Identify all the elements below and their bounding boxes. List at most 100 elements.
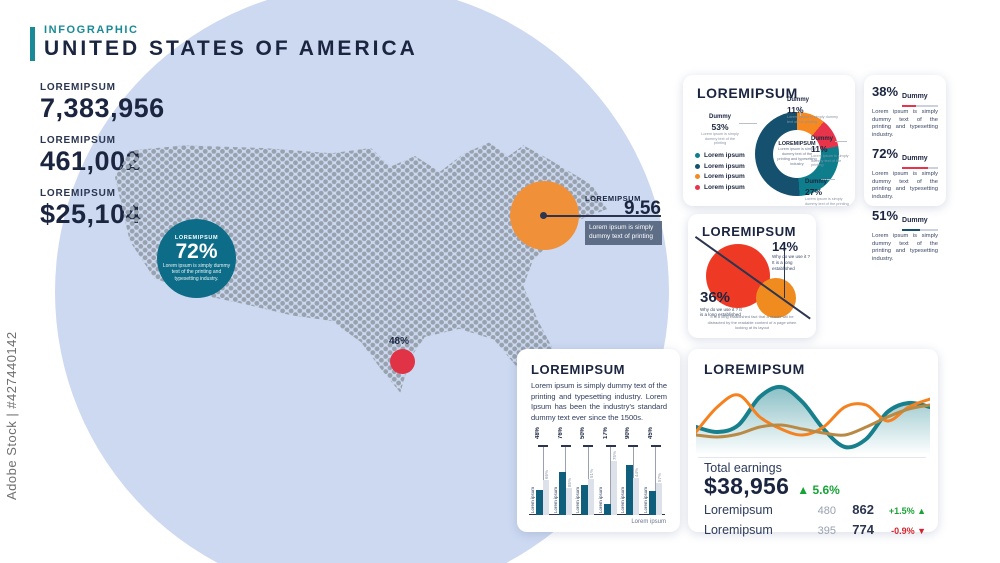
legend-item: Lorem ipsum [695, 152, 745, 159]
callout-desc: Lorem ipsum is simply dummy text of the … [787, 114, 839, 124]
stem-cap [628, 445, 638, 447]
callout-name: Dummy [805, 179, 828, 185]
donut-callout-27: Dummy 27% Lorem ipsum is simply dummy te… [805, 170, 851, 206]
progress-item: 51% Dummy Lorem ipsum is simply dummy te… [872, 208, 938, 263]
callout-value: 36% [700, 289, 731, 306]
bar-group: 90% 44% Lorem ipsum [620, 427, 643, 515]
wave-line-orange [694, 393, 932, 437]
progress-desc: Lorem ipsum is simply dummy text of the … [872, 233, 938, 262]
donut-chart: LOREMIPSUM Lorem ipsum is simply dummy t… [755, 112, 839, 196]
bar-x-label: Lorem ipsum [597, 486, 603, 513]
row-current-value: 862 [852, 502, 874, 517]
bar-top-label: 90% [625, 427, 631, 440]
bar-x-label: Lorem ipsum [575, 486, 580, 513]
card-title: LOREMIPSUM [531, 362, 626, 377]
card-footnote: It is a long established fact that a rea… [707, 314, 797, 331]
wave-line-teal [694, 384, 932, 450]
stat-label: LOREMIPSUM [40, 188, 116, 199]
progress-desc: Lorem ipsum is simply dummy text of the … [872, 109, 938, 138]
progress-stats-card: 38% Dummy Lorem ipsum is simply dummy te… [864, 75, 946, 262]
bar-secondary [610, 461, 617, 515]
progress-fill [902, 104, 916, 107]
bar-top-label: 17% [602, 427, 609, 440]
callout-desc-box: Lorem ipsum is simply dummy text of prin… [585, 221, 662, 245]
callout-value: 14% [772, 239, 799, 254]
bubble-label: LOREMIPSUM [174, 235, 219, 242]
divider [698, 457, 926, 458]
wave-line-tan [694, 403, 932, 439]
stem-line [655, 447, 656, 515]
map-red-marker [390, 349, 415, 374]
row-prev-value: 395 [817, 525, 836, 537]
header-accent-bar [30, 27, 35, 61]
bar-side-label: 85% [566, 477, 572, 487]
progress-track [902, 166, 938, 170]
bubble-callout-14: 14% Why do we use it ? It is a long esta… [772, 239, 812, 272]
bubble-chart-card: LOREMIPSUM 14% Why do we use it ? It is … [688, 214, 816, 338]
bubble-desc: Lorem ipsum is simply dummy text of the … [162, 263, 231, 282]
page-title: UNITED STATES OF AMERICA [44, 37, 418, 60]
stem-cap [650, 445, 661, 447]
progress-fill [902, 166, 928, 170]
bar-chart: 48% 66% Lorem ipsum 76% 85% Lorem ipsum … [529, 427, 669, 515]
bar-x-label: Lorem ipsum [642, 486, 648, 513]
header: INFOGRAPHIC UNITED STATES OF AMERICA [30, 24, 418, 61]
bar-primary [626, 464, 633, 515]
map-bubble-72: LOREMIPSUM 72% Lorem ipsum is simply dum… [157, 219, 236, 298]
legend-label: Lorem ipsum [704, 173, 745, 180]
callout-line [543, 215, 661, 217]
legend-dot [695, 153, 700, 158]
stat-label: LOREMIPSUM [40, 82, 116, 93]
leader-line [835, 141, 847, 142]
callout-label: LOREMIPSUM [585, 194, 641, 203]
earnings-row: Loremipsum 480 862 +1.5% ▲ [704, 502, 926, 517]
bar-primary [558, 471, 566, 515]
progress-value: 51% [872, 208, 899, 224]
row-change: -0.9% ▼ [891, 526, 926, 536]
progress-track [902, 104, 938, 107]
bar-top-label: 45% [647, 427, 654, 440]
total-earnings-change: ▲ 5.6% [797, 483, 840, 497]
total-earnings-label: Total earnings [704, 461, 782, 475]
progress-track [902, 228, 938, 232]
header-kicker: INFOGRAPHIC [44, 24, 139, 36]
bar-primary [536, 489, 543, 515]
donut-callout-53: Dummy 53% Lorem ipsum is simply dummy te… [699, 105, 741, 146]
donut-callout-11b: Dummy 11% Lorem ipsum is simply dummy te… [811, 127, 851, 168]
wave-area-chart [694, 377, 932, 455]
legend-dot [695, 184, 700, 190]
bar-x-label: Lorem ipsum [620, 486, 625, 513]
watermark-text: Adobe Stock | #427440142 [4, 331, 19, 500]
leader-line [821, 179, 835, 180]
row-prev-value: 480 [817, 505, 836, 517]
bubble-callout-36: 36% Why do we use it ? It is a long esta… [700, 289, 746, 318]
total-earnings-row: $38,956 ▲ 5.6% [704, 473, 840, 500]
bar-secondary [565, 487, 572, 515]
bar-top-label: 50% [580, 427, 586, 440]
bar-primary [648, 491, 656, 515]
bubble-value: 72% [175, 240, 218, 264]
x-axis [529, 513, 665, 515]
donut-center-label: LOREMIPSUM [778, 141, 816, 148]
progress-item: 72% Dummy Lorem ipsum is simply dummy te… [872, 146, 938, 201]
card-title: LOREMIPSUM [702, 224, 797, 239]
progress-item: 38% Dummy Lorem ipsum is simply dummy te… [872, 84, 938, 139]
stat-item: LOREMIPSUM 7,383,956 [40, 82, 260, 124]
callout-value: 27% [805, 186, 823, 197]
progress-label: Dummy [902, 93, 928, 100]
bar-side-label: 75% [611, 450, 617, 460]
progress-label: Dummy [902, 155, 928, 163]
card-title: LOREMIPSUM [697, 85, 798, 101]
callout-value: 11% [787, 104, 804, 115]
bar-group: 17% 75% Lorem ipsum [597, 427, 621, 515]
stem-cap [583, 445, 593, 447]
progress-value: 38% [872, 84, 899, 99]
callout-vline [784, 248, 786, 298]
legend-item: Lorem ipsum [695, 163, 745, 170]
bar-top-label: 76% [557, 427, 564, 440]
donut-center-desc: Lorem ipsum is simply dummy text of the … [777, 147, 817, 166]
stem-cap [605, 445, 616, 447]
callout-name: Dummy [811, 136, 834, 142]
earnings-rows: Loremipsum 480 862 +1.5% ▲ Loremipsum 395… [704, 502, 926, 542]
